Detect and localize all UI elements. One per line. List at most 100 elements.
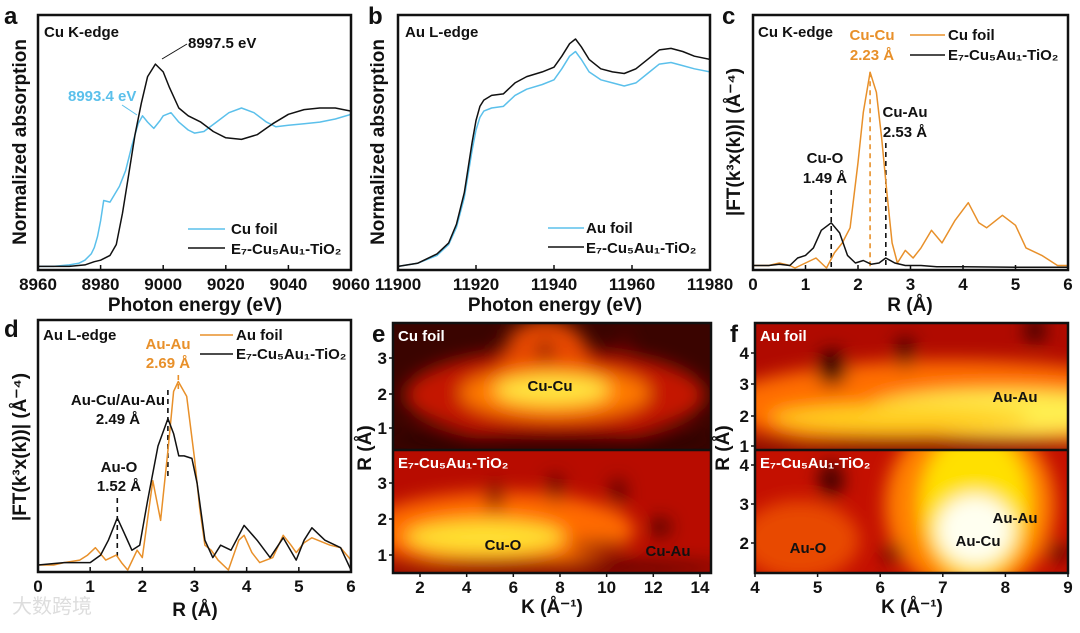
y-tick-label: 4 <box>740 456 750 475</box>
x-tick-label: 8 <box>1001 578 1010 597</box>
x-tick-label: 11940 <box>531 275 577 294</box>
series-line <box>753 222 1068 268</box>
legend-label: Au foil <box>586 220 633 237</box>
x-tick-label: 3 <box>190 577 199 596</box>
annotation-au-au-value: 2.69 Å <box>146 355 190 372</box>
legend-label: Cu foil <box>948 27 995 44</box>
x-tick-label: 9060 <box>332 275 370 294</box>
annotation-cu-cu: Cu-Cu <box>850 27 895 44</box>
x-tick-label: 11920 <box>453 275 499 294</box>
annotation-peak-sample: 8997.5 eV <box>188 35 256 52</box>
x-tick-label: 1 <box>801 275 810 294</box>
legend-label: E₇-Cu₅Au₁-TiO₂ <box>236 346 346 363</box>
panel-letter: e <box>372 321 385 348</box>
map-label: Au-Cu <box>956 533 1001 550</box>
legend-label: E₇-Cu₅Au₁-TiO₂ <box>586 240 696 257</box>
y-axis-label: R (Å) <box>713 425 734 470</box>
wavelet-map-au-foil <box>755 323 1068 450</box>
annotation-cu-o-value: 1.49 Å <box>803 170 847 187</box>
map-label: Au-Au <box>993 389 1038 406</box>
x-axis-label: R (Å) <box>172 600 217 621</box>
plot-a: 8960 8980 9000 9020 9040 9060 <box>19 13 370 294</box>
panel-letter: b <box>368 3 383 30</box>
series-line <box>398 38 710 268</box>
x-axis-label: Photon energy (eV) <box>468 295 642 316</box>
x-axis-label: K (Å⁻¹) <box>521 597 583 618</box>
annotation-arrow <box>161 43 188 60</box>
series-line <box>38 63 351 268</box>
annotation-peak-foil: 8993.4 eV <box>68 88 136 105</box>
y-tick-label: 2 <box>740 534 749 553</box>
y-tick-label: 2 <box>740 407 749 426</box>
panel-e-cu-wavelet: e Cu foil Cu-Cu E₇-Cu₅Au₁-TiO₂ Cu-O Cu-A… <box>355 321 713 618</box>
x-tick-label: 11900 <box>375 275 421 294</box>
legend: Au foil E₇-Cu₅Au₁-TiO₂ <box>200 327 346 363</box>
panel-letter: d <box>4 316 19 343</box>
x-tick-label: 7 <box>938 578 947 597</box>
y-tick-label: 1 <box>740 437 749 456</box>
x-tick-label: 6 <box>346 577 355 596</box>
plot-b: 11900 11920 11940 11960 11980 <box>375 13 733 294</box>
panel-c-cu-ft-exafs: c Cu K-edge |FT(k³x(k))| (Å⁻⁴) R (Å) Cu-… <box>722 3 1058 316</box>
subplot-title: E₇-Cu₅Au₁-TiO₂ <box>760 455 870 472</box>
x-tick-label: 5 <box>1011 275 1020 294</box>
subplot-title: Au foil <box>760 328 807 345</box>
x-tick-label: 8960 <box>19 275 57 294</box>
x-tick-label: 6 <box>1063 275 1072 294</box>
annotation-cu-cu-value: 2.23 Å <box>850 47 894 64</box>
plot-frame <box>396 13 712 272</box>
axes-f: 4 5 6 7 8 9 1 2 3 4 2 3 4 <box>740 344 1073 597</box>
y-axis-label: Normalized absorption <box>10 39 31 245</box>
annotation-au-cu-value: 2.49 Å <box>96 411 140 428</box>
x-tick-label: 8980 <box>82 275 120 294</box>
map-label: Cu-Au <box>646 543 691 560</box>
y-tick-label: 3 <box>740 495 749 514</box>
x-tick-label: 2 <box>853 275 862 294</box>
series-line <box>38 107 351 268</box>
y-axis-label: |FT(k³x(k))| (Å⁻⁴) <box>724 68 745 216</box>
panel-title: Au L-edge <box>43 327 116 344</box>
x-tick-label: 6 <box>509 578 518 597</box>
plot-frame <box>753 321 1070 575</box>
plot-d: 0 1 2 3 4 5 6 <box>33 318 356 596</box>
series-line <box>753 71 1068 269</box>
annotation-au-o: Au-O <box>101 459 138 476</box>
y-tick-label: 2 <box>378 385 387 404</box>
y-tick-label: 3 <box>740 375 749 394</box>
legend-label: E₇-Cu₅Au₁-TiO₂ <box>948 47 1058 64</box>
x-tick-label: 11960 <box>609 275 655 294</box>
panel-title: Au L-edge <box>405 24 478 41</box>
y-axis-label: |FT(k³x(k))| (Å⁻⁴) <box>10 373 31 521</box>
x-tick-label: 2 <box>138 577 147 596</box>
watermark: 大数跨境 <box>12 595 92 618</box>
x-tick-label: 2 <box>415 578 424 597</box>
legend-label: Au foil <box>236 327 283 344</box>
subplot-title: Cu foil <box>398 328 445 345</box>
x-tick-label: 4 <box>750 578 760 597</box>
y-axis-label: R (Å) <box>355 425 376 470</box>
x-tick-label: 9 <box>1063 578 1072 597</box>
x-tick-label: 9020 <box>207 275 245 294</box>
panel-d-au-ft-exafs: d Au L-edge |FT(k³x(k))| (Å⁻⁴) R (Å) Au-… <box>4 316 346 621</box>
wavelet-map-sample <box>755 450 1068 573</box>
wavelet-map-sample <box>393 450 711 573</box>
annotation-arrow <box>121 104 138 116</box>
x-tick-label: 0 <box>748 275 757 294</box>
plot-c: 0 1 2 3 4 5 6 <box>748 13 1073 294</box>
series-line <box>38 417 351 571</box>
legend-label: E₇-Cu₅Au₁-TiO₂ <box>231 241 341 258</box>
x-tick-label: 4 <box>462 578 472 597</box>
annotation-au-cu: Au-Cu/Au-Au <box>71 392 165 409</box>
x-tick-label: 0 <box>33 577 42 596</box>
annotation-au-o-value: 1.52 Å <box>97 478 141 495</box>
x-axis-label: R (Å) <box>887 295 932 316</box>
x-tick-label: 9040 <box>269 275 307 294</box>
y-tick-label: 4 <box>740 344 750 363</box>
subplot-title: E₇-Cu₅Au₁-TiO₂ <box>398 455 508 472</box>
x-tick-label: 4 <box>958 275 968 294</box>
annotation-cu-au: Cu-Au <box>883 104 928 121</box>
panel-letter: c <box>722 3 735 30</box>
plot-frame <box>36 13 353 272</box>
